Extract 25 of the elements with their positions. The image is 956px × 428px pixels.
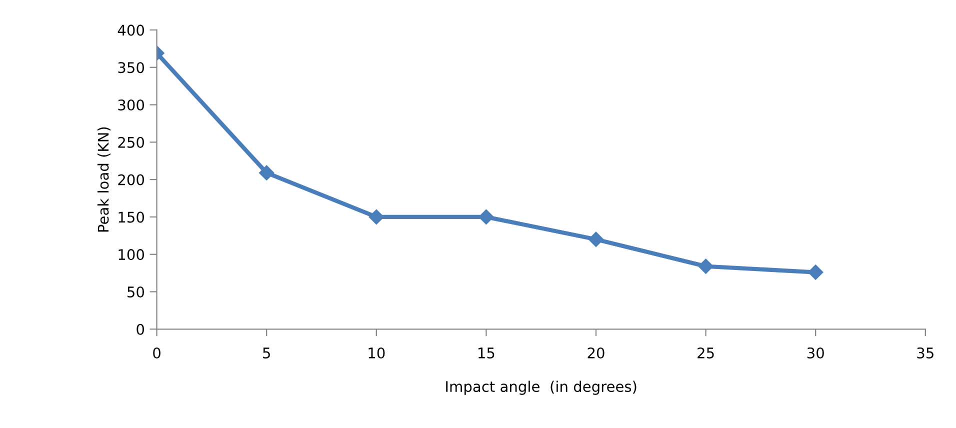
y-tick-label: 300 xyxy=(118,99,144,110)
x-tick-label: 30 xyxy=(807,347,824,358)
y-tick-label: 100 xyxy=(118,249,144,260)
x-axis-title: Impact angle (in degrees) xyxy=(446,380,636,395)
y-tick-label: 350 xyxy=(118,62,144,74)
x-tick-label: 25 xyxy=(698,347,714,358)
point xyxy=(698,258,714,274)
x-tick-label: 0 xyxy=(153,347,160,358)
point xyxy=(259,165,274,180)
y-tick-label: 0 xyxy=(136,324,144,335)
x-tick-label: 15 xyxy=(478,348,494,358)
point xyxy=(478,209,494,225)
point xyxy=(588,232,604,247)
y-tick-label: 250 xyxy=(118,136,144,148)
y-axis-title: Peak load (KN) xyxy=(97,127,110,232)
point xyxy=(368,209,384,225)
x-tick-label: 10 xyxy=(368,347,385,358)
x-tick-label: 20 xyxy=(588,347,604,358)
y-tick-label: 400 xyxy=(118,24,144,36)
x-tick-label: 5 xyxy=(263,348,270,358)
y-tick-label: 150 xyxy=(118,212,144,223)
y-tick-label: 200 xyxy=(118,174,144,186)
x-tick-label: 35 xyxy=(917,347,934,358)
y-tick-label: 50 xyxy=(128,286,144,298)
point xyxy=(808,264,824,280)
